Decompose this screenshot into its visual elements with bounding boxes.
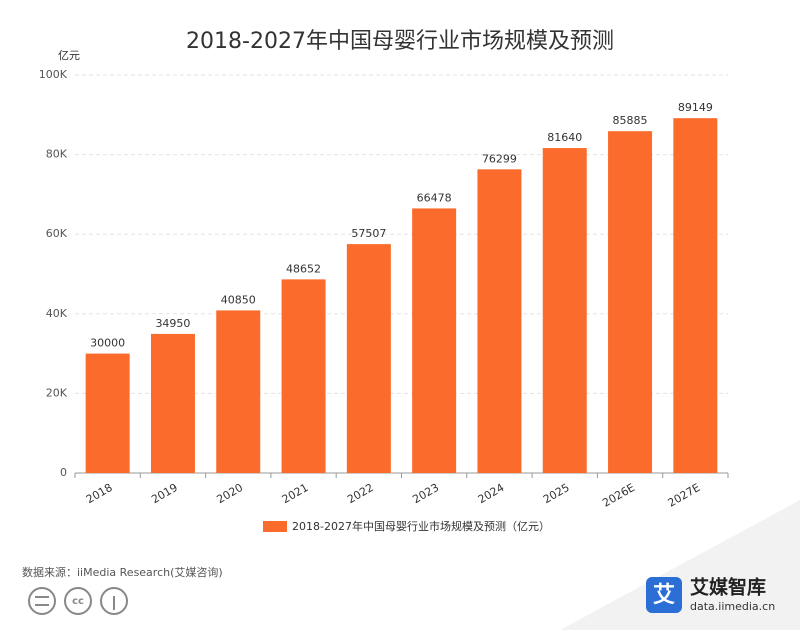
bar [608,131,653,473]
x-tick-label: 2024 [476,481,507,506]
x-tick-label: 2027E [666,481,703,510]
x-tick-label: 2025 [541,481,572,506]
x-tick-label: 2021 [280,481,311,506]
bar [346,244,391,473]
data-label: 30000 [90,337,125,350]
data-label: 40850 [221,293,256,306]
bar [412,208,457,474]
y-tick-label: 100K [39,68,68,81]
license-icons [28,587,128,615]
bar [673,118,718,473]
legend-swatch [263,521,287,532]
data-label: 81640 [547,131,582,144]
bar [150,333,195,473]
x-tick-label: 2018 [84,481,115,506]
brand-url: data.iimedia.cn [690,600,775,613]
x-tick-label: 2019 [149,481,180,506]
y-tick-label: 60K [46,227,68,240]
chart-title: 2018-2027年中国母婴行业市场规模及预测 [186,29,614,54]
data-label: 76299 [482,152,517,165]
data-label: 85885 [613,114,648,127]
source: 数据来源：iiMedia Research(艾媒咨询) [22,565,223,579]
bar [477,169,522,473]
bar [85,353,130,473]
x-tick-label: 2020 [215,481,246,506]
y-tick-label: 20K [46,386,68,399]
legend-label: 2018-2027年中国母婴行业市场规模及预测（亿元） [292,519,550,533]
y-tick-label: 0 [60,466,67,479]
data-label: 66478 [417,191,452,204]
data-label: 89149 [678,101,713,114]
x-tick-label: 2026E [600,481,637,510]
data-label: 57507 [351,227,386,240]
bar [542,148,587,473]
y-unit: 亿元 [58,49,80,62]
x-tick-label: 2022 [345,481,376,506]
y-tick-label: 80K [46,148,68,161]
data-label: 48652 [286,262,321,275]
logo-mark [646,577,682,613]
y-tick-label: 40K [46,307,68,320]
data-label: 34950 [155,317,190,330]
bar [281,279,326,473]
bar [216,310,261,473]
logo-background [560,500,800,630]
cc-icon: cc [72,596,84,607]
brand: 艾媒智库 [690,576,766,599]
x-tick-label: 2023 [410,481,441,506]
logo-glyph: 艾 [653,583,675,608]
